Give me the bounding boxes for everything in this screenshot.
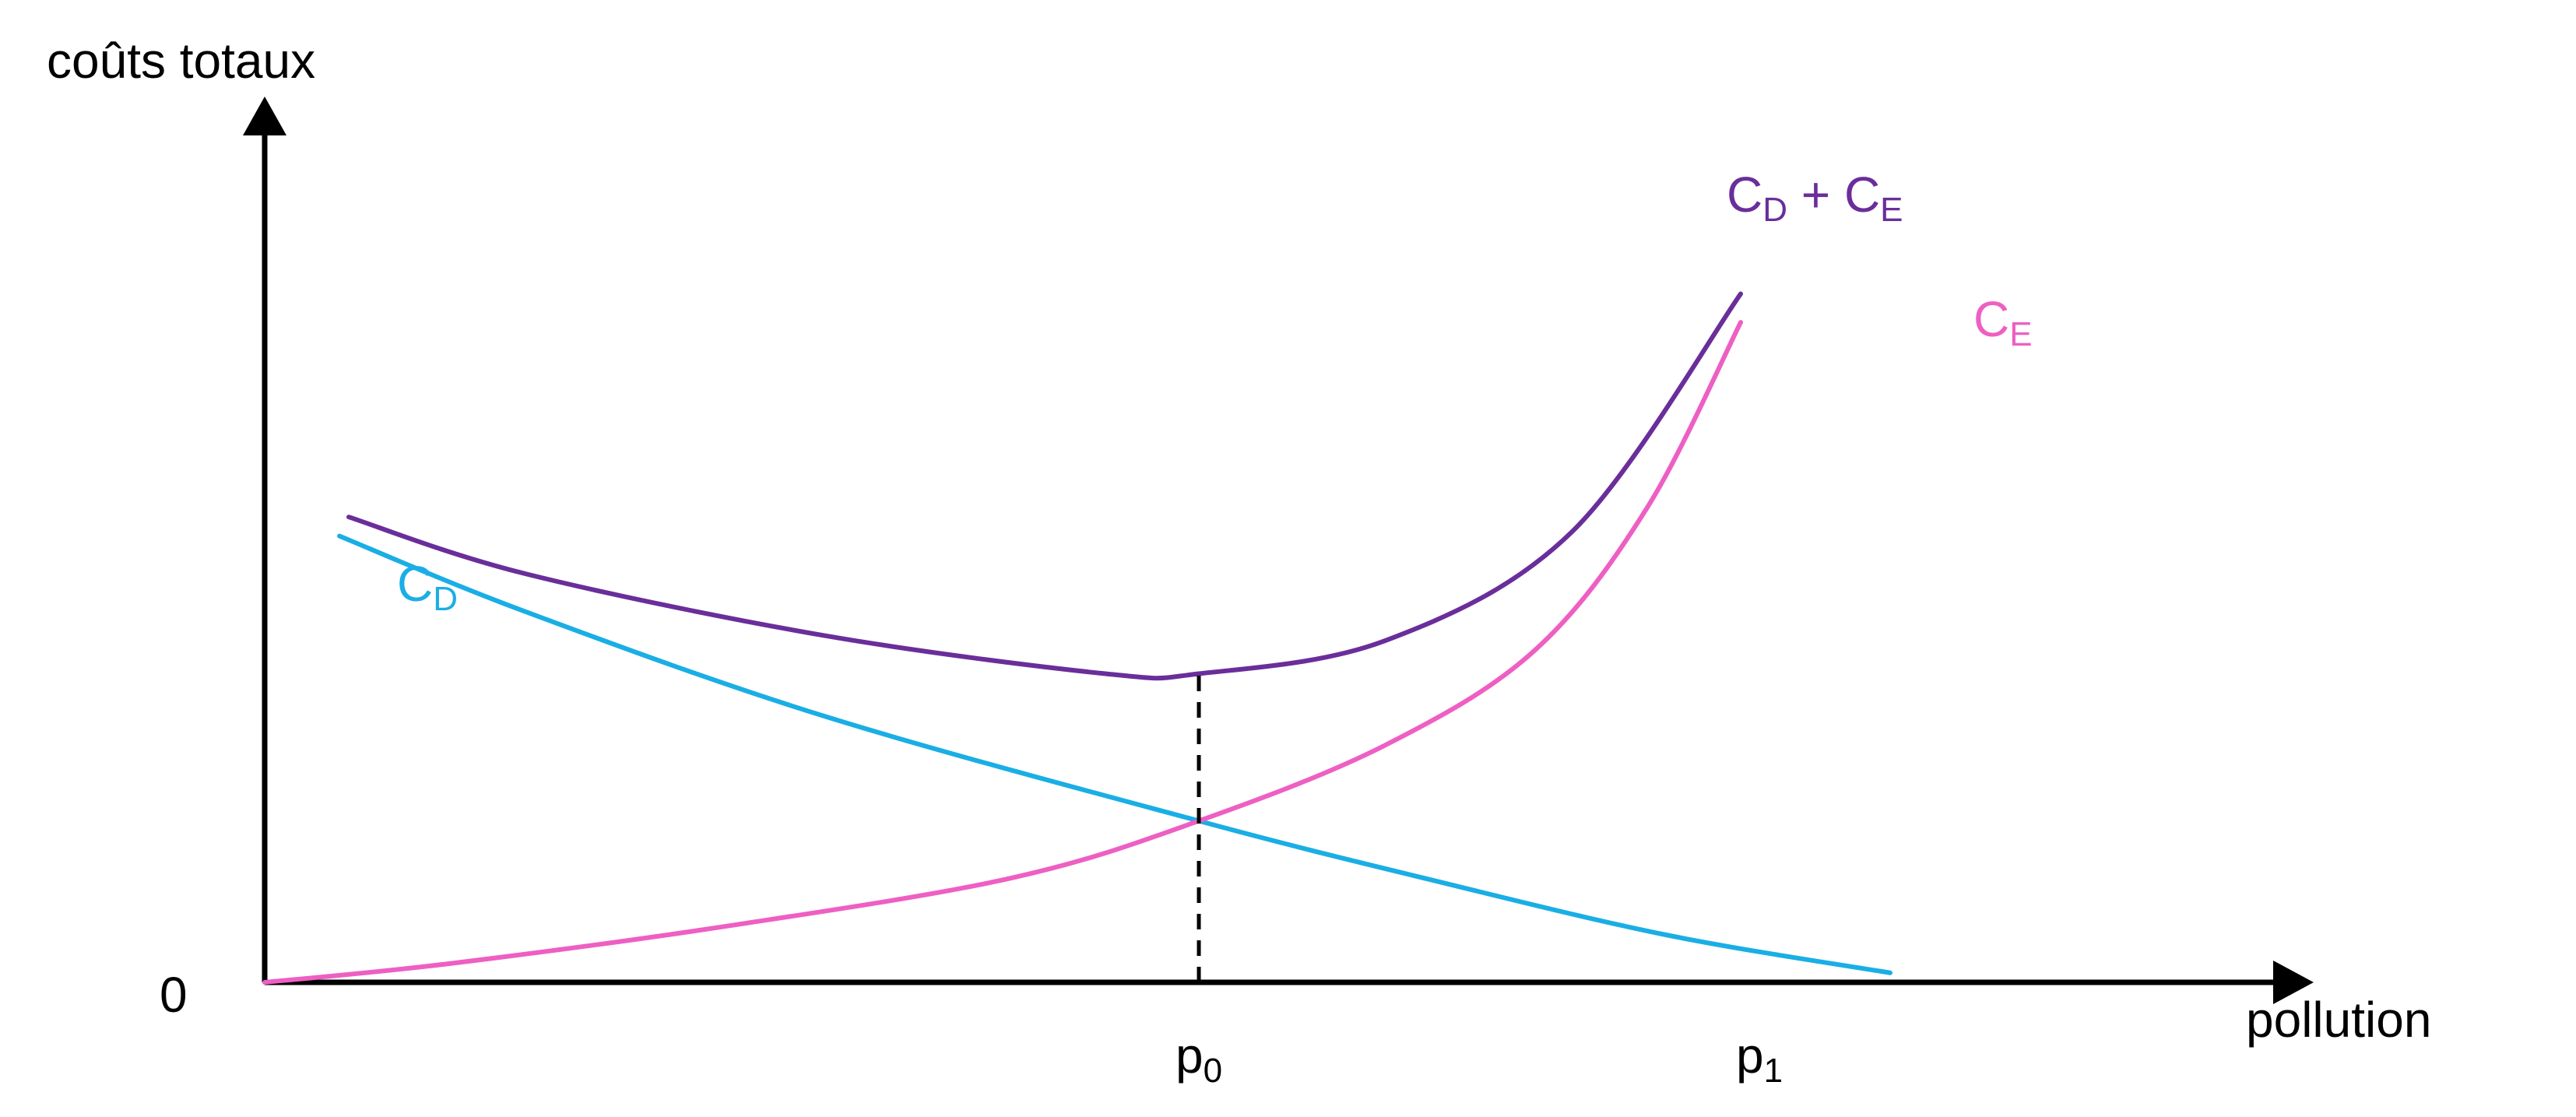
x-tick-label-0: p0 <box>1176 1027 1222 1090</box>
cd-curve <box>337 533 1892 975</box>
series-labels: CD CE CD + CE <box>397 167 2033 618</box>
cd-plus-ce-curve <box>346 291 1743 681</box>
ce-label: CE <box>1973 291 2033 353</box>
x-tick-labels: p0 p1 <box>1176 1027 1783 1090</box>
ce-curve <box>262 320 1743 985</box>
axes <box>243 97 2314 1004</box>
series-lines <box>262 291 1892 985</box>
cd-plus-ce-label: CD + CE <box>1727 167 1903 229</box>
x-tick-label-1: p1 <box>1736 1027 1783 1090</box>
cd-label: CD <box>397 556 458 618</box>
x-axis-label: pollution <box>2246 992 2431 1048</box>
y-axis-arrow <box>243 97 286 135</box>
origin-label: 0 <box>160 967 188 1023</box>
x-axis-arrow <box>2273 961 2314 1004</box>
y-axis-label: coûts totaux <box>47 33 315 89</box>
